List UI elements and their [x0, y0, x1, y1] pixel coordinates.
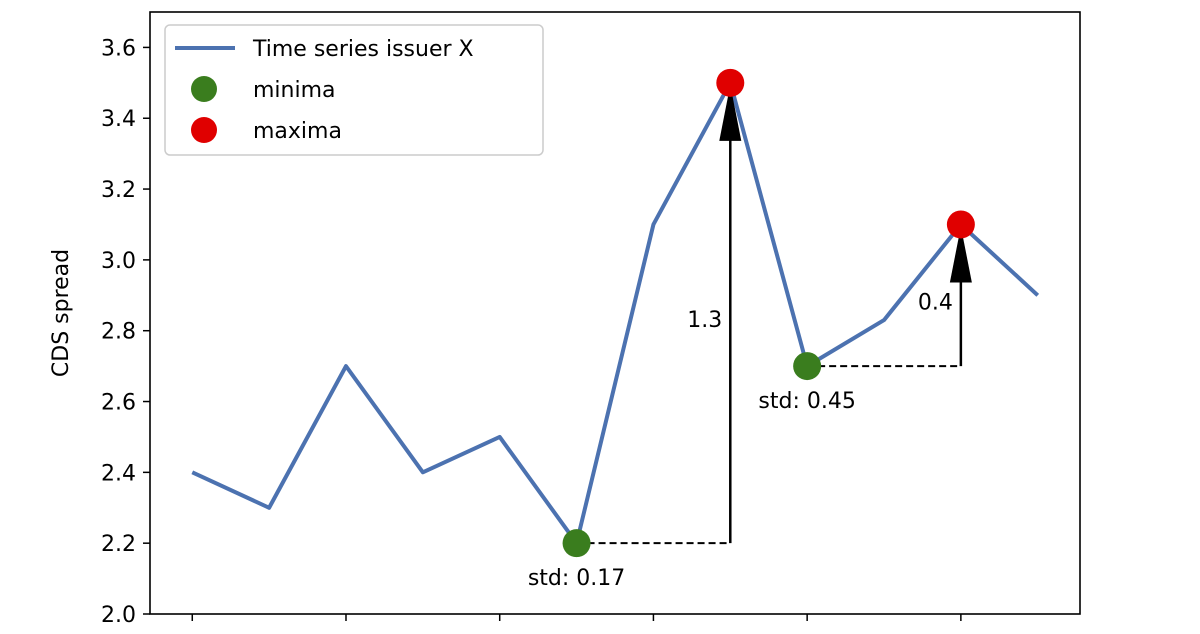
plot-frame	[149, 11, 1081, 615]
arrow-head	[949, 226, 972, 283]
legend-marker-maxima	[191, 117, 217, 143]
legend-label-series: Time series issuer X	[252, 37, 474, 62]
rise-label: 0.4	[918, 290, 953, 315]
y-tick-label: 2.2	[101, 532, 136, 557]
y-axis-label: CDS spread	[49, 249, 74, 377]
y-tick-label: 2.8	[101, 320, 136, 345]
y-tick-label: 3.2	[101, 178, 136, 203]
maximum-point	[716, 68, 745, 97]
y-tick-label: 3.0	[101, 249, 136, 274]
legend-label-minima: minima	[253, 78, 336, 103]
legend-label-maxima: maxima	[253, 119, 342, 144]
std-label: std: 0.45	[758, 389, 855, 414]
maximum-point	[946, 210, 975, 239]
legend: Time series issuer X minima maxima	[164, 24, 544, 156]
minimum-point	[793, 352, 822, 381]
std-label: std: 0.17	[528, 566, 625, 591]
y-tick-label: 2.6	[101, 391, 136, 416]
series-line	[191, 80, 1040, 546]
minimum-point	[562, 529, 591, 558]
arrow-head	[719, 84, 742, 141]
y-tick-label: 2.4	[101, 461, 136, 486]
legend-marker-minima	[191, 76, 217, 102]
y-tick-label: 3.6	[101, 36, 136, 61]
y-tick-label: 2.0	[101, 603, 136, 628]
y-tick-label: 3.4	[101, 107, 136, 132]
rise-label: 1.3	[687, 308, 722, 333]
